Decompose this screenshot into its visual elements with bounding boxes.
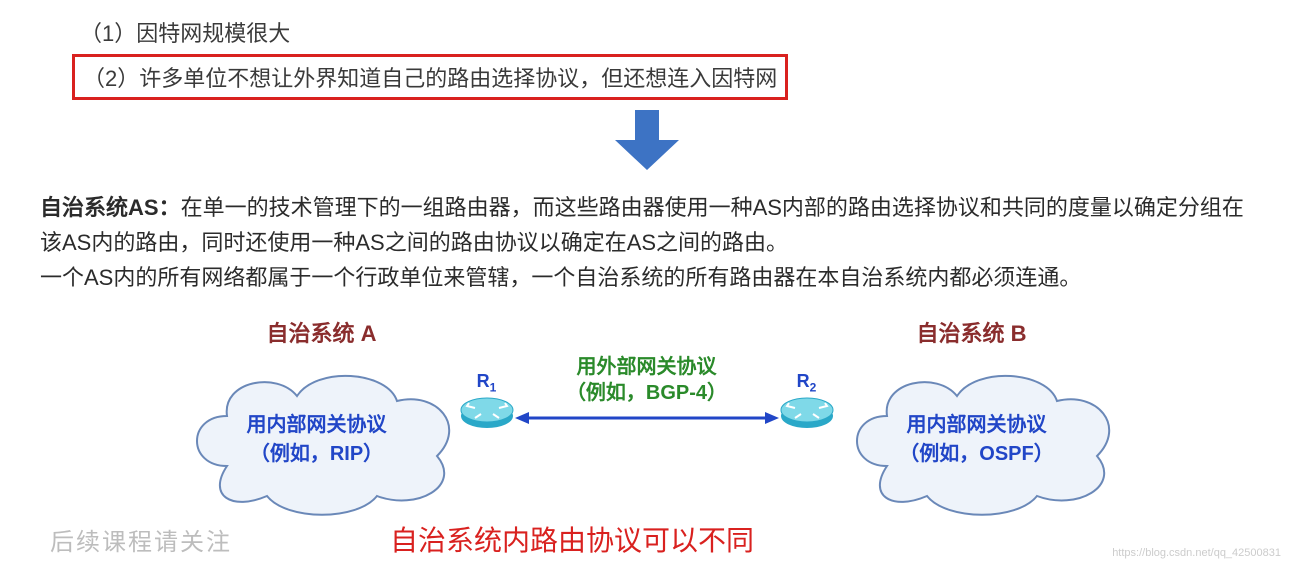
footer-grey-text: 后续课程请关注 <box>50 522 232 557</box>
footer-red-text: 自治系统内路由协议可以不同 <box>390 519 754 559</box>
router-r1-label: R1 <box>457 371 517 395</box>
external-link-arrow <box>515 408 779 433</box>
highlight-box: （2）许多单位不想让外界知道自己的路由选择协议，但还想连入因特网 <box>72 54 788 100</box>
desc-bold-label: 自治系统AS： <box>40 195 181 220</box>
external-protocol-label: 用外部网关协议 （例如，BGP-4） <box>557 354 737 406</box>
ext-line2: （例如，BGP-4） <box>557 380 737 406</box>
bullet-point-2: （2）许多单位不想让外界知道自己的路由选择协议，但还想连入因特网 <box>83 66 777 91</box>
router-r2-label: R2 <box>777 371 837 395</box>
as-b-label: 自治系统 B <box>917 316 1027 348</box>
watermark: https://blog.csdn.net/qq_42500831 <box>1112 547 1281 559</box>
cloud-as-b: 用内部网关协议 （例如，OSPF） <box>827 346 1127 516</box>
cloud-b-line1: 用内部网关协议 <box>827 408 1127 437</box>
desc-line1: 在单一的技术管理下的一组路由器，而这些路由器使用一种AS内部的路由选择协议和共同… <box>40 195 1244 255</box>
desc-line2: 一个AS内的所有网络都属于一个行政单位来管辖，一个自治系统的所有路由器在本自治系… <box>40 265 1081 290</box>
router-r1: R1 <box>457 371 517 438</box>
as-a-label: 自治系统 A <box>267 316 377 348</box>
cloud-a-text: 用内部网关协议 （例如，RIP） <box>167 408 467 466</box>
bullet-point-1: （1）因特网规模很大 <box>80 16 1253 48</box>
cloud-as-a: 用内部网关协议 （例如，RIP） <box>167 346 467 516</box>
cloud-b-text: 用内部网关协议 （例如，OSPF） <box>827 408 1127 466</box>
arrow-down-icon <box>40 110 1253 170</box>
description-block: 自治系统AS：在单一的技术管理下的一组路由器，而这些路由器使用一种AS内部的路由… <box>40 190 1253 296</box>
cloud-a-line1: 用内部网关协议 <box>167 408 467 437</box>
router-icon <box>457 392 517 432</box>
ext-line1: 用外部网关协议 <box>557 354 737 380</box>
cloud-a-line2: （例如，RIP） <box>167 437 467 466</box>
cloud-b-line2: （例如，OSPF） <box>827 437 1127 466</box>
router-r2: R2 <box>777 371 837 438</box>
router-icon <box>777 392 837 432</box>
